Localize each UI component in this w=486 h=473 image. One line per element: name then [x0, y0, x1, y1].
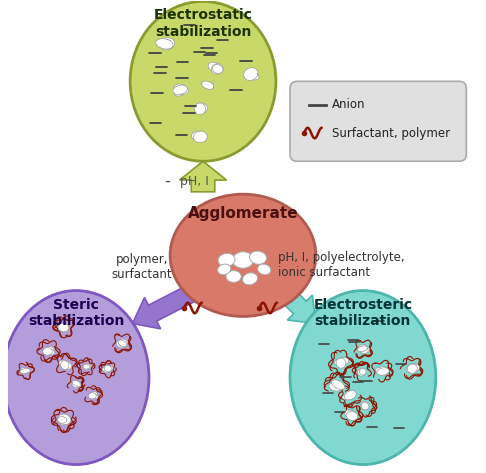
- Ellipse shape: [195, 103, 208, 113]
- Ellipse shape: [117, 340, 127, 348]
- Ellipse shape: [43, 348, 52, 355]
- Ellipse shape: [218, 264, 231, 275]
- Ellipse shape: [22, 368, 29, 373]
- Ellipse shape: [45, 349, 54, 355]
- Text: Electrostatic
stabilization: Electrostatic stabilization: [154, 9, 252, 39]
- Ellipse shape: [336, 358, 346, 368]
- Ellipse shape: [174, 87, 186, 96]
- Text: pH, I: pH, I: [179, 175, 208, 187]
- Ellipse shape: [208, 62, 223, 73]
- Ellipse shape: [83, 364, 91, 370]
- Ellipse shape: [377, 368, 389, 375]
- Ellipse shape: [160, 40, 172, 50]
- Ellipse shape: [345, 391, 356, 400]
- Ellipse shape: [331, 380, 345, 389]
- Ellipse shape: [346, 411, 358, 420]
- Ellipse shape: [3, 290, 149, 464]
- Ellipse shape: [407, 364, 417, 373]
- Ellipse shape: [118, 340, 127, 347]
- Ellipse shape: [20, 368, 28, 373]
- Ellipse shape: [243, 68, 258, 80]
- Ellipse shape: [361, 401, 369, 410]
- Ellipse shape: [347, 411, 356, 418]
- Ellipse shape: [61, 361, 69, 369]
- Ellipse shape: [57, 417, 67, 423]
- Text: Anion: Anion: [332, 98, 366, 111]
- Ellipse shape: [360, 368, 366, 375]
- Ellipse shape: [59, 360, 72, 369]
- Ellipse shape: [336, 359, 347, 365]
- Ellipse shape: [358, 346, 367, 352]
- Ellipse shape: [360, 346, 368, 354]
- Ellipse shape: [160, 38, 174, 50]
- Ellipse shape: [193, 131, 208, 142]
- Ellipse shape: [249, 251, 266, 264]
- Ellipse shape: [334, 358, 349, 366]
- Text: Steric
stabilization: Steric stabilization: [28, 298, 124, 328]
- Text: polymer,
surfactant: polymer, surfactant: [112, 253, 172, 281]
- Ellipse shape: [361, 403, 369, 410]
- Ellipse shape: [170, 194, 316, 316]
- Ellipse shape: [232, 252, 254, 268]
- Ellipse shape: [344, 410, 357, 418]
- Ellipse shape: [258, 264, 271, 275]
- Ellipse shape: [119, 339, 128, 348]
- Text: Agglomerate: Agglomerate: [188, 206, 298, 221]
- Ellipse shape: [204, 82, 213, 89]
- FancyArrow shape: [179, 161, 226, 192]
- Ellipse shape: [358, 345, 369, 353]
- Ellipse shape: [83, 364, 90, 369]
- Ellipse shape: [243, 273, 258, 285]
- Ellipse shape: [378, 367, 388, 374]
- Ellipse shape: [173, 85, 187, 95]
- Ellipse shape: [58, 323, 69, 332]
- Ellipse shape: [376, 368, 387, 376]
- Ellipse shape: [194, 103, 206, 115]
- Ellipse shape: [88, 393, 96, 399]
- Ellipse shape: [218, 254, 235, 267]
- Ellipse shape: [102, 367, 111, 371]
- Ellipse shape: [130, 1, 276, 161]
- FancyArrow shape: [270, 277, 316, 324]
- Ellipse shape: [226, 271, 241, 282]
- Ellipse shape: [104, 366, 113, 373]
- Ellipse shape: [45, 346, 54, 355]
- Ellipse shape: [174, 84, 189, 95]
- Ellipse shape: [329, 383, 342, 391]
- Ellipse shape: [290, 290, 436, 464]
- Ellipse shape: [104, 365, 111, 372]
- FancyBboxPatch shape: [290, 81, 467, 161]
- Ellipse shape: [191, 131, 202, 140]
- Ellipse shape: [58, 415, 69, 425]
- Ellipse shape: [406, 364, 419, 373]
- Ellipse shape: [358, 368, 365, 376]
- Ellipse shape: [211, 64, 223, 74]
- FancyArrow shape: [133, 276, 214, 329]
- Text: pH, I, polyelectrolyte,
ionic surfactant: pH, I, polyelectrolyte, ionic surfactant: [278, 251, 405, 279]
- Ellipse shape: [202, 81, 214, 89]
- Ellipse shape: [212, 64, 223, 73]
- Ellipse shape: [72, 381, 80, 388]
- Ellipse shape: [343, 391, 355, 400]
- Ellipse shape: [156, 39, 173, 49]
- Ellipse shape: [246, 70, 259, 80]
- Text: Electrosteric
stabilization: Electrosteric stabilization: [313, 298, 413, 328]
- Ellipse shape: [20, 368, 30, 373]
- Text: -: -: [164, 172, 170, 190]
- Ellipse shape: [72, 380, 81, 386]
- Text: Surfactant, polymer: Surfactant, polymer: [332, 127, 451, 140]
- Ellipse shape: [58, 323, 67, 332]
- Ellipse shape: [90, 394, 98, 399]
- Ellipse shape: [58, 414, 71, 425]
- Ellipse shape: [407, 363, 418, 370]
- Ellipse shape: [90, 392, 98, 399]
